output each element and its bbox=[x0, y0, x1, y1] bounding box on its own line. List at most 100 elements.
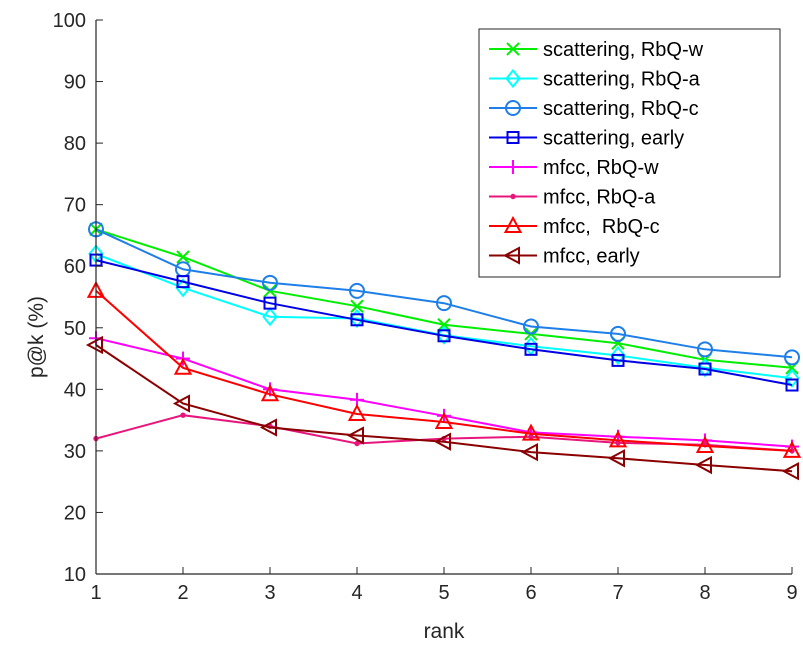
data-point bbox=[607, 449, 625, 468]
y-tick-label: 70 bbox=[64, 195, 86, 217]
data-point bbox=[610, 345, 626, 366]
data-point bbox=[436, 325, 452, 345]
legend-marker bbox=[510, 193, 516, 200]
legend-label: scattering, early bbox=[543, 128, 684, 150]
data-point bbox=[437, 329, 451, 343]
legend-label: mfcc, RbQ-w bbox=[543, 157, 659, 179]
legend-label: mfcc, RbQ-c bbox=[543, 216, 660, 238]
data-point bbox=[782, 440, 802, 458]
data-point bbox=[180, 412, 186, 418]
x-tick-label: 2 bbox=[177, 582, 188, 604]
legend-marker bbox=[506, 160, 520, 174]
data-point bbox=[173, 357, 193, 375]
series-7 bbox=[86, 280, 802, 458]
data-point bbox=[354, 440, 360, 447]
data-point bbox=[610, 325, 626, 342]
legend-label: scattering, RbQ-c bbox=[543, 98, 699, 120]
data-point bbox=[259, 418, 277, 437]
legend-item: mfcc, RbQ-c bbox=[489, 215, 660, 238]
data-point bbox=[436, 295, 452, 312]
data-point bbox=[433, 432, 451, 451]
x-tick-label: 8 bbox=[699, 582, 710, 604]
x-tick-label: 1 bbox=[90, 582, 101, 604]
y-tick-label: 30 bbox=[64, 441, 86, 463]
x-tick-label: 3 bbox=[264, 582, 275, 604]
legend-marker bbox=[506, 42, 520, 56]
legend-marker bbox=[502, 246, 520, 265]
data-point bbox=[260, 384, 280, 402]
data-point bbox=[175, 278, 191, 298]
data-point bbox=[262, 274, 278, 291]
x-tick-label: 7 bbox=[612, 582, 623, 604]
legend-item: scattering, RbQ-c bbox=[489, 98, 699, 120]
y-tick-label: 40 bbox=[64, 379, 86, 401]
y-tick-label: 100 bbox=[53, 10, 86, 32]
data-point bbox=[349, 282, 365, 299]
data-point bbox=[263, 296, 277, 310]
data-point bbox=[694, 455, 712, 475]
data-point bbox=[784, 349, 800, 366]
data-point bbox=[608, 430, 628, 448]
data-point bbox=[528, 434, 534, 440]
series-line bbox=[95, 290, 793, 452]
legend-marker bbox=[506, 131, 520, 144]
legend-marker bbox=[505, 68, 521, 89]
x-axis-label: rank bbox=[424, 620, 465, 643]
legend-label: scattering, RbQ-w bbox=[543, 39, 704, 61]
data-point bbox=[695, 435, 715, 453]
y-tick-label: 50 bbox=[64, 318, 86, 340]
data-point bbox=[521, 423, 541, 441]
data-point bbox=[611, 353, 625, 367]
x-tick-label: 9 bbox=[786, 582, 797, 604]
data-point bbox=[85, 335, 103, 355]
data-point bbox=[176, 275, 190, 289]
data-point bbox=[176, 250, 190, 264]
legend: scattering, RbQ-w scattering, RbQ-a scatte… bbox=[478, 28, 781, 278]
data-point bbox=[697, 358, 713, 378]
data-point bbox=[781, 462, 799, 481]
legend-box bbox=[478, 28, 781, 278]
data-point bbox=[350, 313, 364, 327]
series-line bbox=[95, 344, 793, 473]
data-point bbox=[347, 403, 367, 421]
legend-item: mfcc, RbQ-w bbox=[489, 157, 659, 179]
data-point bbox=[523, 318, 539, 335]
data-point bbox=[350, 299, 364, 313]
data-point bbox=[262, 307, 278, 327]
data-point bbox=[172, 394, 190, 413]
legend-item: scattering, RbQ-a bbox=[489, 69, 701, 91]
y-tick-label: 90 bbox=[64, 72, 86, 94]
data-point bbox=[434, 411, 454, 429]
series-line bbox=[95, 228, 793, 359]
legend-marker bbox=[503, 215, 523, 233]
y-tick-label: 60 bbox=[64, 256, 86, 278]
y-axis-label: p@k (%) bbox=[25, 296, 48, 378]
data-point bbox=[263, 284, 277, 298]
data-point bbox=[520, 442, 538, 462]
series-line bbox=[95, 259, 793, 386]
x-tick-label: 4 bbox=[351, 582, 362, 604]
series-1 bbox=[89, 222, 799, 375]
legend-item: mfcc, early bbox=[489, 246, 640, 268]
data-point bbox=[346, 426, 364, 445]
axes-layer: 1 2 3 4 5 6 7 8 9 10 20 30 40 50 60 70 80 90 100 bbox=[53, 10, 798, 604]
legend-label: mfcc, RbQ-a bbox=[543, 187, 656, 209]
series-8 bbox=[85, 335, 799, 481]
x-tick-label: 6 bbox=[525, 582, 536, 604]
data-point bbox=[524, 342, 538, 356]
data-point bbox=[784, 368, 800, 388]
legend-item: mfcc, RbQ-a bbox=[489, 187, 656, 209]
data-point bbox=[349, 308, 365, 329]
legend-item: scattering, RbQ-w bbox=[489, 39, 704, 61]
y-tick-label: 20 bbox=[64, 502, 86, 524]
data-point bbox=[437, 317, 451, 332]
legend-label: mfcc, early bbox=[543, 246, 640, 268]
legend-label: scattering, RbQ-a bbox=[543, 69, 701, 91]
y-tick-label: 10 bbox=[64, 564, 86, 586]
legend-marker bbox=[505, 100, 521, 116]
data-point bbox=[785, 378, 799, 392]
legend-item: scattering, early bbox=[489, 128, 684, 150]
data-point bbox=[697, 341, 713, 358]
series-layer bbox=[85, 221, 802, 481]
